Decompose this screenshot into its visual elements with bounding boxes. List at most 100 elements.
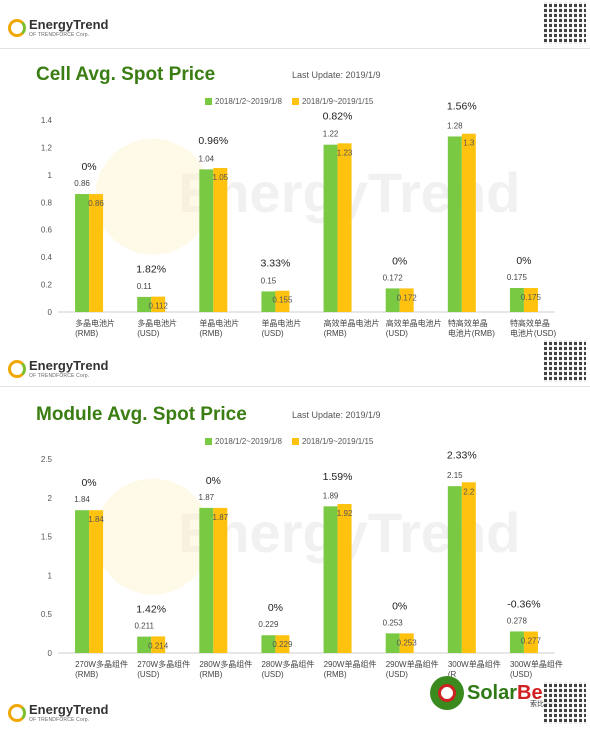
- category-label: (USD): [386, 329, 409, 338]
- data-label-series1: 0.172: [383, 273, 404, 282]
- change-label: 0%: [268, 602, 283, 614]
- module-chart-title: Module Avg. Spot Price: [36, 404, 247, 425]
- y-tick-label: 1.4: [41, 116, 53, 125]
- bar-series2: [89, 510, 104, 653]
- category-label: (USD): [261, 670, 284, 679]
- change-label: 0.96%: [198, 135, 228, 147]
- category-label: 电池片(RMB): [448, 328, 495, 338]
- category-label: 高效单晶电池片: [324, 318, 380, 328]
- category-label: 特高效单晶: [510, 318, 550, 328]
- data-label-series1: 1.04: [199, 154, 215, 163]
- legend-swatch-green: [205, 438, 212, 445]
- bar-series1: [137, 296, 152, 312]
- legend-swatch-yellow: [291, 438, 299, 445]
- y-tick-label: 0.8: [41, 198, 53, 207]
- category-label: (USD): [386, 670, 409, 679]
- category-label: 高效单晶电池片: [386, 318, 442, 328]
- bar-series2: [337, 143, 352, 312]
- cell-legend: 2018/1/2~2019/1/8 2018/1/9~2019/1/15: [205, 97, 373, 106]
- bar-series2: [151, 636, 166, 653]
- bar-series1: [323, 506, 338, 653]
- data-label-series1: 1.84: [74, 495, 90, 504]
- bar-series1: [261, 291, 276, 312]
- bar-series1: [385, 288, 400, 312]
- module-price-chart: EnergyTrend00.511.522.51.841.840%270W多晶组…: [41, 449, 563, 679]
- solarbe-name-a: Solar: [467, 681, 518, 704]
- data-label-series2: 1.23: [337, 148, 353, 157]
- data-label-series2: 1.3: [463, 139, 475, 148]
- change-label: 0%: [206, 475, 221, 487]
- legend-swatch-yellow: [291, 98, 299, 105]
- change-label: 1.56%: [447, 101, 477, 113]
- y-tick-label: 1.2: [41, 143, 53, 152]
- module-last-update: Last Update: 2019/1/9: [292, 410, 381, 420]
- data-label-series1: 0.11: [137, 282, 153, 291]
- bar-series1: [447, 486, 462, 653]
- category-label: 单晶电池片: [199, 318, 239, 328]
- logo-name: EnergyTrend: [29, 358, 109, 373]
- solarbe-logo: SolarBe: [430, 676, 543, 710]
- bar-series1: [137, 636, 152, 653]
- qr-code-icon: [544, 682, 586, 724]
- bar-series2: [89, 194, 104, 312]
- bar-series2: [213, 168, 228, 312]
- data-label-series2: 0.277: [521, 637, 542, 646]
- y-tick-label: 2.5: [41, 455, 53, 464]
- legend-item-series1: 2018/1/2~2019/1/8: [205, 437, 282, 446]
- bar-series1: [385, 633, 400, 653]
- y-tick-label: 1: [48, 571, 53, 580]
- category-label: 多晶电池片: [75, 318, 115, 328]
- category-label: (RMB): [324, 329, 347, 338]
- bar-series1: [199, 507, 214, 653]
- logo-sub: OF TRENDFORCE Corp.: [29, 717, 90, 723]
- module-legend: 2018/1/2~2019/1/8 2018/1/9~2019/1/15: [205, 437, 373, 446]
- bar-series1: [75, 194, 90, 312]
- solarbe-name-b: Be: [517, 681, 543, 704]
- cell-price-chart: EnergyTrend00.20.40.60.811.21.40.860.860…: [41, 101, 557, 338]
- qr-code-icon: [544, 2, 586, 44]
- category-label: 300W单晶组件: [448, 659, 501, 669]
- category-label: (RMB): [75, 329, 98, 338]
- data-label-series2: 1.87: [213, 513, 229, 522]
- data-label-series1: 1.87: [199, 493, 215, 502]
- data-label-series1: 1.28: [447, 121, 463, 130]
- bar-series1: [261, 635, 276, 653]
- data-label-series1: 1.89: [323, 491, 339, 500]
- bar-series2: [523, 631, 538, 653]
- category-label: 270W多晶组件: [137, 659, 190, 669]
- bar-series1: [199, 169, 214, 312]
- logo-sub: OF TRENDFORCE Corp.: [29, 373, 90, 379]
- watermark-logo-icon: [95, 478, 211, 595]
- data-label-series1: 0.175: [507, 273, 528, 282]
- category-label: 单晶电池片: [261, 318, 301, 328]
- data-label-series2: 0.229: [272, 640, 293, 649]
- data-label-series1: 0.86: [74, 179, 90, 188]
- energytrend-logo: EnergyTrend OF TRENDFORCE Corp.: [8, 18, 108, 38]
- data-label-series2: 2.2: [463, 487, 475, 496]
- category-label: (USD): [137, 329, 160, 338]
- data-label-series1: 2.15: [447, 471, 463, 480]
- watermark-logo-icon: [95, 138, 211, 255]
- data-label-series2: 1.92: [337, 509, 353, 518]
- energytrend-logo-icon: [8, 19, 26, 37]
- category-label: 270W多晶组件: [75, 659, 128, 669]
- y-tick-label: 1.5: [41, 533, 53, 542]
- bar-series2: [337, 504, 352, 653]
- energytrend-logo-icon: [8, 360, 26, 378]
- bar-series2: [399, 633, 414, 653]
- data-label-series2: 1.84: [88, 515, 104, 524]
- change-label: 0.82%: [323, 110, 353, 122]
- legend-label: 2018/1/2~2019/1/8: [215, 437, 282, 446]
- qr-code-icon: [544, 340, 586, 382]
- bar-series2: [399, 288, 414, 312]
- change-label: 1.59%: [323, 471, 353, 483]
- data-label-series2: 0.172: [397, 293, 418, 302]
- category-label: (USD): [261, 329, 284, 338]
- y-tick-label: 0.4: [41, 253, 53, 262]
- category-label: (USD): [137, 670, 160, 679]
- logo-name: EnergyTrend: [29, 17, 109, 32]
- legend-swatch-green: [205, 98, 212, 105]
- data-label-series1: 0.15: [261, 276, 277, 285]
- legend-label: 2018/1/9~2019/1/15: [301, 97, 374, 106]
- y-tick-label: 0.5: [41, 610, 53, 619]
